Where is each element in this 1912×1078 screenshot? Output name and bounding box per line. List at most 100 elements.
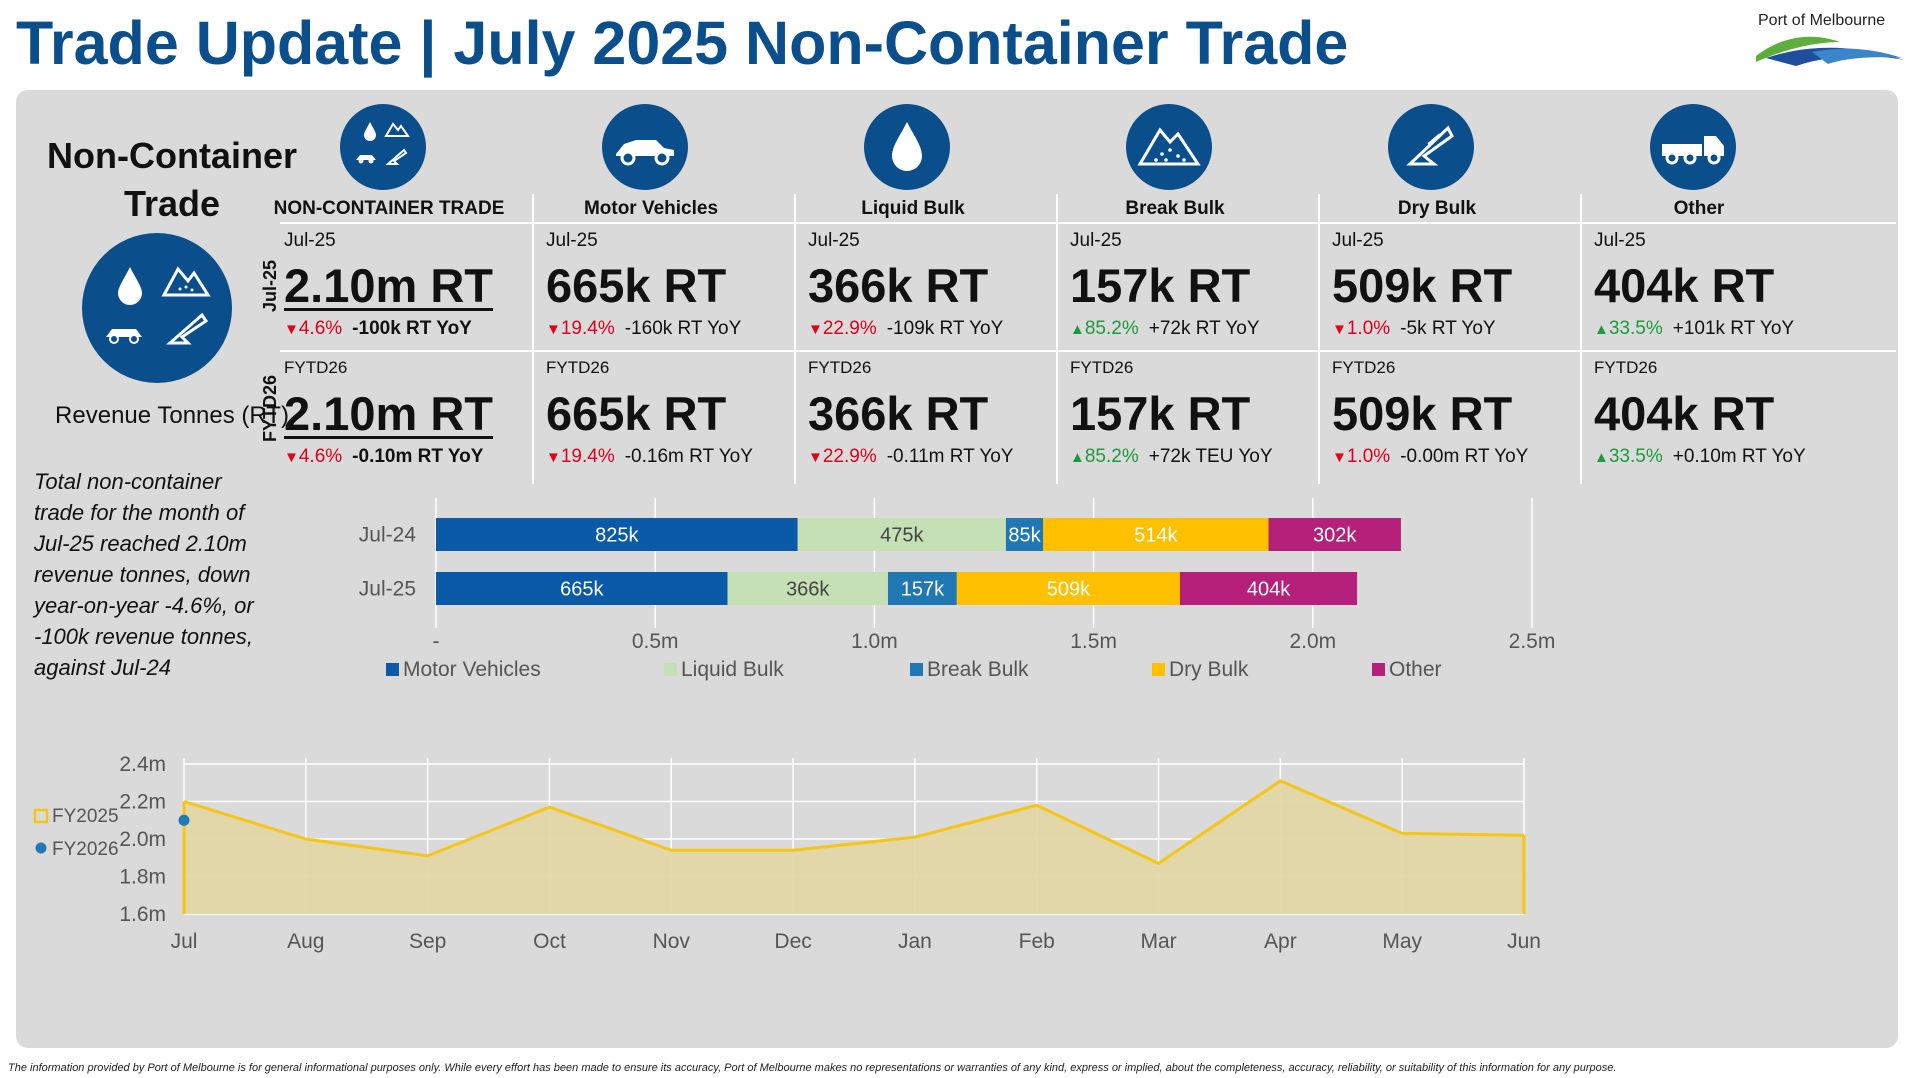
truck-icon <box>1650 104 1736 190</box>
kpi-change: ▲85.2% +72k RT YoY <box>1070 318 1260 340</box>
change-abs: +101k RT YoY <box>1672 318 1795 339</box>
bar-segment <box>1268 518 1401 551</box>
period-label: Jul-25 <box>1594 230 1646 251</box>
category-name: Other <box>1673 198 1725 219</box>
bar-segment <box>1179 572 1358 605</box>
kpi-cell-ytd: FYTD26 404k RT ▲33.5% +0.10m RT YoY <box>1594 352 1844 478</box>
row-label-month: Jul-25 <box>260 259 280 312</box>
unit-label: Revenue Tonnes (RT) <box>55 402 289 429</box>
kpi-value: 404k RT <box>1594 259 1775 312</box>
legend-label: Break Bulk <box>927 658 1029 681</box>
x-tick-label: Jul <box>171 930 198 953</box>
up-arrow-icon: ▲85.2% <box>1070 318 1139 339</box>
kpi-cell-ytd: FYTD26 509k RT ▼1.0% -0.00m RT YoY <box>1332 352 1582 478</box>
bar-segment <box>727 572 888 605</box>
change-pct: 4.6% <box>298 318 343 339</box>
legend-swatch <box>910 663 923 676</box>
legend-label: Other <box>1389 658 1442 681</box>
row-divider <box>280 350 1896 352</box>
section-title-line2: Trade <box>123 183 221 224</box>
period-label: Jul-25 <box>808 230 860 251</box>
kpi-value: 2.10m RT <box>284 259 493 312</box>
change-abs: -160k RT YoY <box>624 318 742 339</box>
kpi-value: 157k RT <box>1070 387 1251 440</box>
bar-data-label: 514k <box>1134 525 1178 547</box>
x-tick-label: Jun <box>1507 930 1541 953</box>
x-tick-label: 1.5m <box>1070 630 1117 653</box>
combined-icon <box>340 104 426 190</box>
change-pct: 85.2% <box>1084 318 1139 339</box>
bar-category-label: Jul-25 <box>359 578 416 601</box>
bar-data-label: 825k <box>595 525 639 547</box>
summary-text: Total non-container trade for the month … <box>34 469 254 680</box>
kpi-value: 404k RT <box>1594 387 1775 440</box>
car-icon <box>602 104 688 190</box>
kpi-change: ▲33.5% +0.10m RT YoY <box>1594 446 1806 468</box>
x-tick-label: Sep <box>409 930 446 953</box>
x-tick-label: Aug <box>287 930 324 953</box>
kpi-change: ▲85.2% +72k TEU YoY <box>1070 446 1273 468</box>
legend-swatch <box>33 808 49 824</box>
x-tick-label: Dec <box>774 930 811 953</box>
x-tick-label: Nov <box>653 930 691 953</box>
category-name: Dry Bulk <box>1397 198 1477 219</box>
legend-label: Dry Bulk <box>1169 658 1249 681</box>
period-label: FYTD26 <box>546 358 610 377</box>
legend-label: FY2026 <box>52 839 119 860</box>
bar-data-label: 366k <box>786 579 830 601</box>
x-tick-label: - <box>433 630 440 653</box>
kpi-cell-month: Jul-25 366k RT ▼22.9% -109k RT YoY <box>808 224 1058 350</box>
legend-swatch <box>1372 663 1385 676</box>
change-pct: 85.2% <box>1084 446 1139 467</box>
fy2025-line <box>183 779 1525 866</box>
y-tick-label: 1.8m <box>119 866 166 889</box>
section-title: Non-Container Trade <box>36 132 308 228</box>
down-arrow-icon: ▼19.4% <box>546 318 615 339</box>
period-label: Jul-25 <box>1332 230 1384 251</box>
chute-icon <box>1388 104 1474 190</box>
down-arrow-icon: ▼4.6% <box>284 446 343 467</box>
period-label: FYTD26 <box>808 358 872 377</box>
bar-data-label: 157k <box>901 579 945 601</box>
bar-data-label: 404k <box>1247 579 1291 601</box>
bar-segment <box>887 572 957 605</box>
down-arrow-icon: ▼1.0% <box>1332 318 1391 339</box>
change-pct: 4.6% <box>298 446 343 467</box>
change-abs: +72k TEU YoY <box>1148 446 1273 467</box>
kpi-change: ▲33.5% +101k RT YoY <box>1594 318 1794 340</box>
dashboard-panel: Non-Container Trade Revenue Tonnes (RT) … <box>16 90 1898 1048</box>
kpi-value: 509k RT <box>1332 259 1513 312</box>
kpi-change: ▼22.9% -0.11m RT YoY <box>808 446 1013 468</box>
x-tick-label: Mar <box>1140 930 1176 953</box>
column-divider <box>1318 194 1320 484</box>
kpi-cell-ytd: FYTD26 665k RT ▼19.4% -0.16m RT YoY <box>546 352 796 478</box>
category-name: Liquid Bulk <box>861 198 965 219</box>
change-abs: +0.10m RT YoY <box>1672 446 1806 467</box>
bar-segment <box>1043 518 1269 551</box>
kpi-change: ▼19.4% -160k RT YoY <box>546 318 741 340</box>
bar-data-label: 665k <box>560 579 604 601</box>
x-tick-label: 0.5m <box>632 630 679 653</box>
page-title: Trade Update | July 2025 Non-Container T… <box>16 9 1349 77</box>
stacked-bar-chart: - 0.5m 1.0m 1.5m 2.0m 2.5m Jul-24 825k 475k 85k 51… <box>359 498 1555 681</box>
x-tick-label: 2.0m <box>1289 630 1336 653</box>
change-pct: 22.9% <box>822 446 877 467</box>
category-name: Motor Vehicles <box>583 198 719 219</box>
kpi-change: ▼1.0% -5k RT YoY <box>1332 318 1496 340</box>
kpi-value: 366k RT <box>808 387 989 440</box>
kpi-value: 2.10m RT <box>284 387 493 440</box>
up-arrow-icon: ▲85.2% <box>1070 446 1139 467</box>
x-tick-label: Apr <box>1264 930 1297 953</box>
non-container-icon <box>82 233 232 383</box>
down-arrow-icon: ▼4.6% <box>284 318 343 339</box>
kpi-change: ▼19.4% -0.16m RT YoY <box>546 446 753 468</box>
column-divider <box>1580 194 1582 484</box>
change-pct: 22.9% <box>822 318 877 339</box>
bar-segment <box>436 518 798 551</box>
down-arrow-icon: ▼22.9% <box>808 446 877 467</box>
fy2025-area <box>184 780 1524 914</box>
disclaimer: The information provided by Port of Melb… <box>8 1062 1617 1074</box>
bar-segment <box>436 572 728 605</box>
kpi-cell-month: Jul-25 404k RT ▲33.5% +101k RT YoY <box>1594 224 1844 350</box>
period-label: FYTD26 <box>1594 358 1658 377</box>
